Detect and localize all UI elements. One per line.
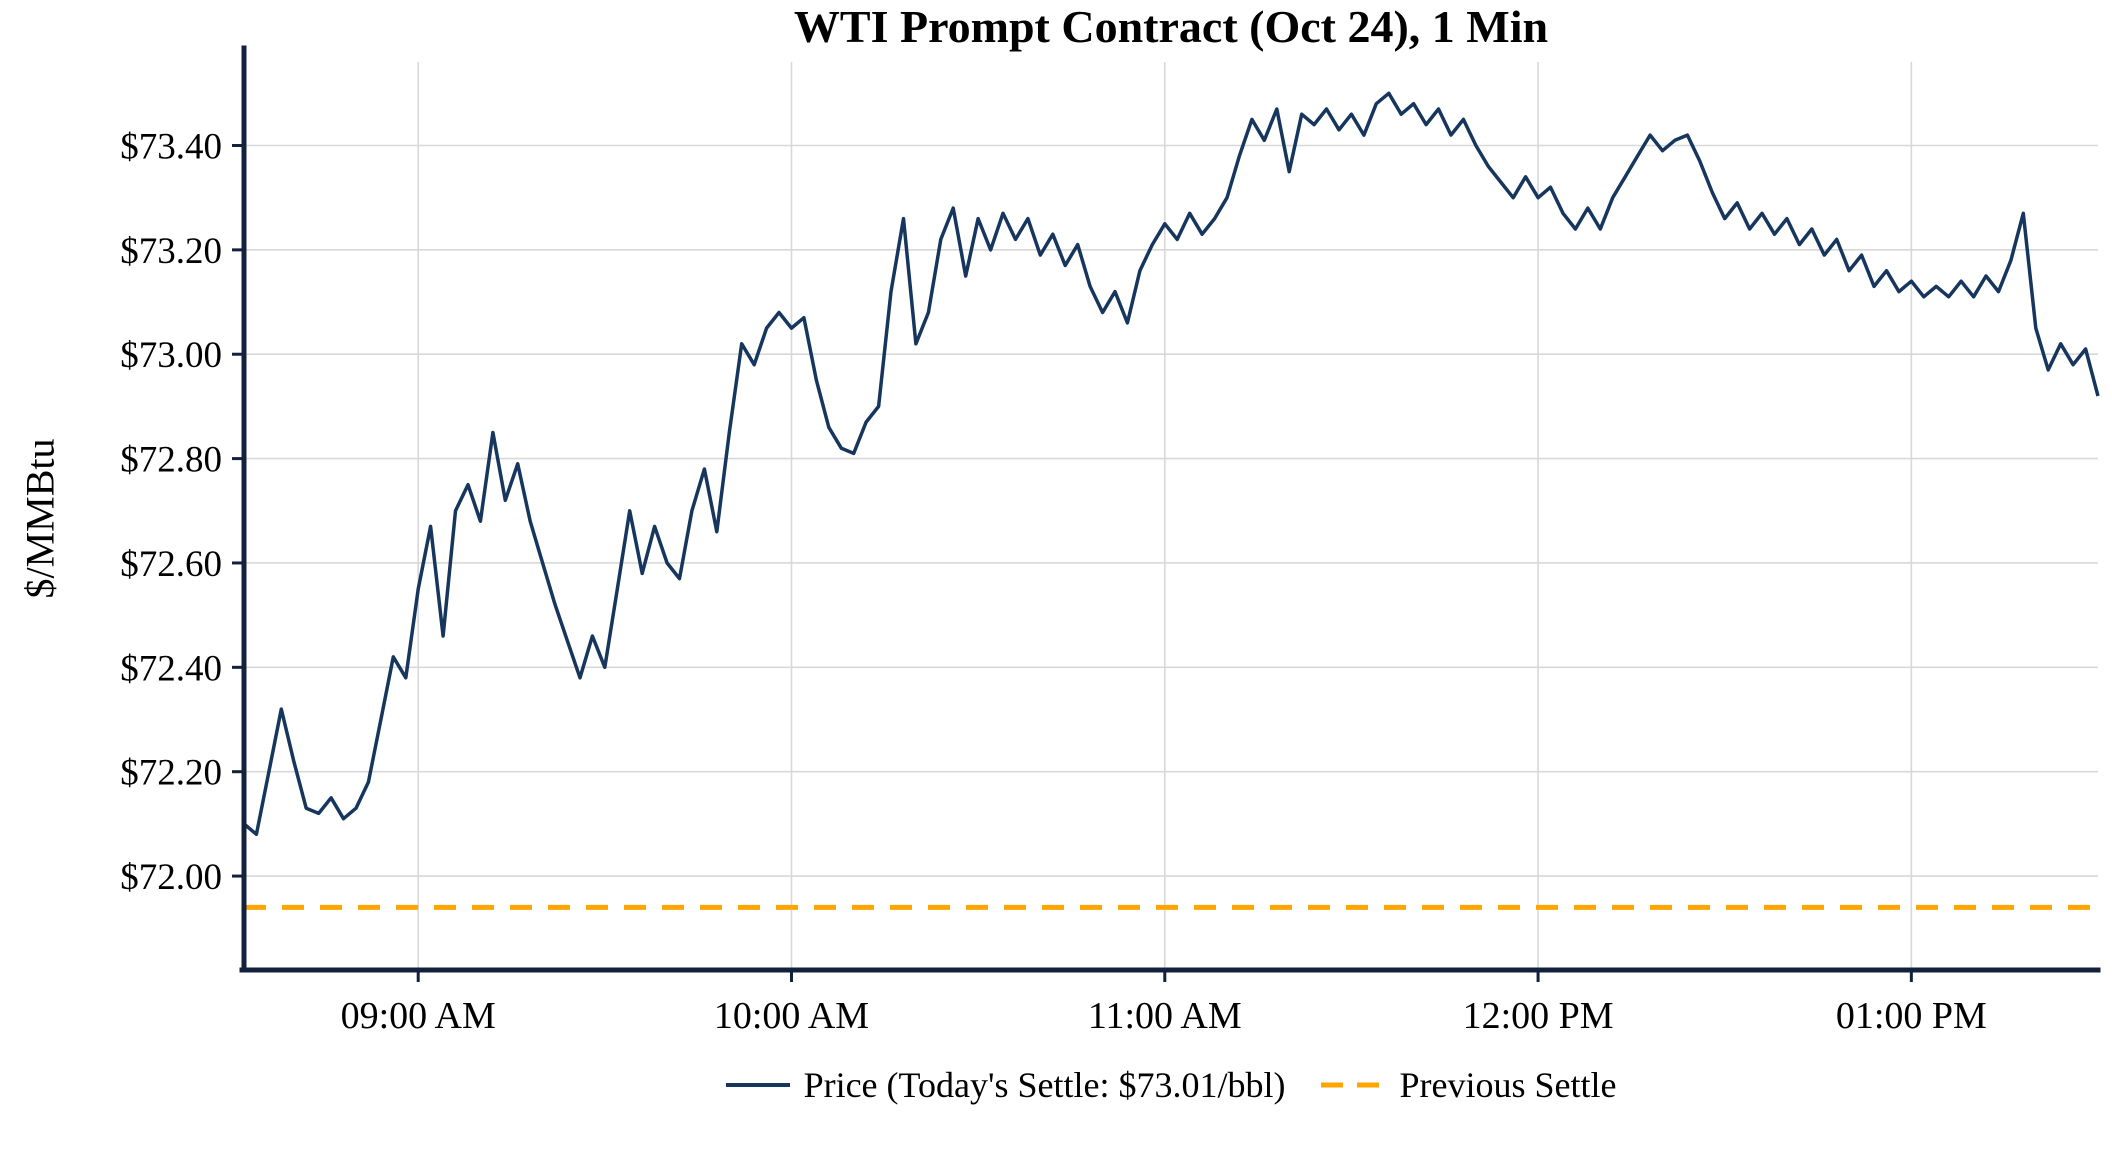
svg-text:$72.20: $72.20	[120, 753, 222, 794]
tick-marks	[232, 143, 1913, 982]
chart-legend: Price (Today's Settle: $73.01/bbl) Previ…	[244, 1064, 2098, 1106]
x-tick-labels: 09:00 AM 10:00 AM 11:00 AM 12:00 PM 01:00 PM	[341, 995, 1987, 1037]
svg-text:11:00 AM: 11:00 AM	[1088, 995, 1242, 1037]
svg-text:09:00 AM: 09:00 AM	[341, 995, 496, 1037]
svg-text:$73.20: $73.20	[120, 231, 222, 272]
svg-text:$72.00: $72.00	[120, 857, 222, 898]
svg-text:01:00 PM: 01:00 PM	[1836, 995, 1987, 1037]
price-line-swatch-icon	[725, 1083, 790, 1087]
svg-text:$73.00: $73.00	[120, 335, 222, 376]
svg-text:$72.40: $72.40	[120, 648, 222, 689]
svg-text:$72.60: $72.60	[120, 544, 222, 585]
svg-text:12:00 PM: 12:00 PM	[1463, 995, 1614, 1037]
legend-previous-settle-label: Previous Settle	[1399, 1065, 1617, 1105]
svg-text:10:00 AM: 10:00 AM	[714, 995, 869, 1037]
legend-price-label: Price (Today's Settle: $73.01/bbl)	[803, 1065, 1286, 1105]
svg-text:$72.80: $72.80	[120, 440, 222, 481]
legend-item-previous-settle: Previous Settle	[1321, 1064, 1616, 1106]
chart-title: WTI Prompt Contract (Oct 24), 1 Min	[793, 1, 1549, 52]
svg-text:$73.40: $73.40	[120, 126, 222, 167]
axes-spines	[239, 45, 2101, 973]
legend-item-price: Price (Today's Settle: $73.01/bbl)	[725, 1064, 1286, 1106]
previous-settle-dash-swatch-icon	[1321, 1082, 1386, 1088]
price-line	[242, 91, 2100, 837]
y-tick-labels: $72.00 $72.20 $72.40 $72.60 $72.80 $73.00 $73.…	[120, 126, 222, 898]
gridlines	[244, 62, 2098, 970]
